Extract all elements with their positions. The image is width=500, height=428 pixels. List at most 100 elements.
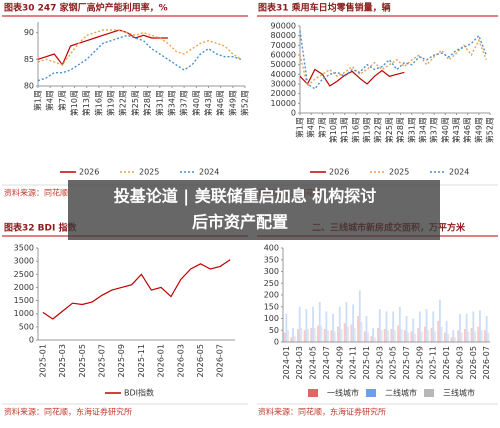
bar xyxy=(312,306,314,342)
x-tick-label: 2025-07 xyxy=(98,344,107,377)
chart-title: 图表30 247 家钢厂高炉产能利用率，% xyxy=(4,2,168,14)
x-tick-label: 2025-07 xyxy=(402,346,411,379)
x-tick-label: 2026-07 xyxy=(482,346,491,379)
bar xyxy=(380,330,383,342)
bar xyxy=(434,331,436,342)
x-tick-label: 第43周 xyxy=(203,90,213,116)
x-tick-label: 第4周 xyxy=(306,117,316,138)
legend-swatch xyxy=(308,389,318,397)
bar xyxy=(472,311,475,342)
x-tick-label: 2026-07 xyxy=(216,344,225,377)
legend-label: 2025 xyxy=(389,168,409,177)
legend-label: 三线城市 xyxy=(443,388,475,398)
bar xyxy=(365,316,368,342)
bar xyxy=(487,332,490,342)
x-tick-label: 2026-01 xyxy=(442,346,451,379)
bar xyxy=(290,337,293,342)
bar xyxy=(394,330,396,342)
bar xyxy=(463,329,466,342)
bar xyxy=(403,330,406,342)
bar xyxy=(390,329,393,342)
bar xyxy=(454,337,456,342)
line-series xyxy=(42,259,231,320)
bar xyxy=(327,330,330,342)
y-tick-label: 200 xyxy=(264,291,279,300)
x-tick-label: 第28周 xyxy=(395,117,405,143)
bar xyxy=(412,318,415,342)
x-tick-label: 2024-09 xyxy=(335,346,344,379)
chart-title: 图表32 BDI 指数 xyxy=(4,222,77,234)
bar xyxy=(370,336,373,342)
bar xyxy=(418,311,421,342)
line-series xyxy=(299,38,487,88)
bar xyxy=(465,313,468,342)
bar xyxy=(363,331,366,342)
bar xyxy=(443,332,446,342)
bar xyxy=(425,309,428,342)
x-tick-label: 2026-01 xyxy=(157,344,166,377)
x-tick-label: 2024-01 xyxy=(282,346,291,379)
y-tick-label: 3500 xyxy=(14,244,34,253)
bar xyxy=(354,327,356,342)
bar xyxy=(439,299,441,342)
x-tick-label: 第10周 xyxy=(328,117,338,143)
bar xyxy=(318,302,321,342)
bar xyxy=(332,313,334,342)
x-tick-label: 第16周 xyxy=(93,90,103,116)
legend-label: 一线城市 xyxy=(327,388,359,398)
banner-line: 后市资产配置 xyxy=(192,213,288,232)
bar xyxy=(485,316,488,342)
bar xyxy=(357,316,359,342)
bar xyxy=(323,329,326,342)
source: 资料来源：同花顺，东海证券研究所 xyxy=(258,407,386,417)
bar xyxy=(350,324,353,342)
legend-label: 二线城市 xyxy=(385,388,417,398)
y-tick-label: 90000 xyxy=(271,22,296,31)
bar xyxy=(423,326,426,342)
line-series xyxy=(37,29,242,66)
bar xyxy=(410,331,413,342)
line-series xyxy=(299,30,487,90)
bar xyxy=(470,327,473,342)
bar xyxy=(405,316,408,342)
x-tick-label: 第49周 xyxy=(473,117,483,143)
y-tick-label: 1000 xyxy=(14,309,34,318)
y-tick-label: 0 xyxy=(291,109,296,118)
bar xyxy=(392,311,395,342)
bar xyxy=(407,332,410,342)
y-tick-label: 1500 xyxy=(14,296,34,305)
x-tick-label: 第28周 xyxy=(142,90,152,116)
y-tick-label: 30000 xyxy=(271,80,296,89)
bar xyxy=(340,329,343,342)
banner-line: 投基论道 | 美联储重启加息 机构探讨 xyxy=(114,187,377,207)
bar xyxy=(298,306,301,342)
y-tick-label: 60000 xyxy=(271,51,296,60)
bar xyxy=(414,333,416,342)
bar xyxy=(480,330,483,342)
y-tick-label: 85 xyxy=(24,55,34,64)
y-tick-label: 80000 xyxy=(271,31,296,40)
x-tick-label: 2026-05 xyxy=(196,344,205,377)
y-tick-label: 100 xyxy=(264,314,279,323)
bar xyxy=(367,332,370,342)
x-tick-label: 第22周 xyxy=(373,117,383,143)
x-tick-label: 第7周 xyxy=(317,117,327,138)
x-tick-label: 第37周 xyxy=(429,117,439,143)
x-tick-label: 第49周 xyxy=(227,90,237,116)
bar xyxy=(432,311,435,342)
bar xyxy=(293,336,296,342)
x-tick-label: 2025-03 xyxy=(375,346,384,379)
bar xyxy=(430,327,433,342)
bar xyxy=(437,320,440,342)
bar xyxy=(292,327,294,342)
bar xyxy=(420,331,423,342)
bar xyxy=(313,327,316,342)
x-tick-label: 2026-03 xyxy=(455,346,464,379)
x-tick-label: 第16周 xyxy=(350,117,360,143)
bar xyxy=(467,331,470,342)
x-tick-label: 2025-09 xyxy=(117,344,126,377)
bar xyxy=(427,330,430,342)
bar xyxy=(452,330,455,342)
x-tick-label: 2026-03 xyxy=(176,344,185,377)
